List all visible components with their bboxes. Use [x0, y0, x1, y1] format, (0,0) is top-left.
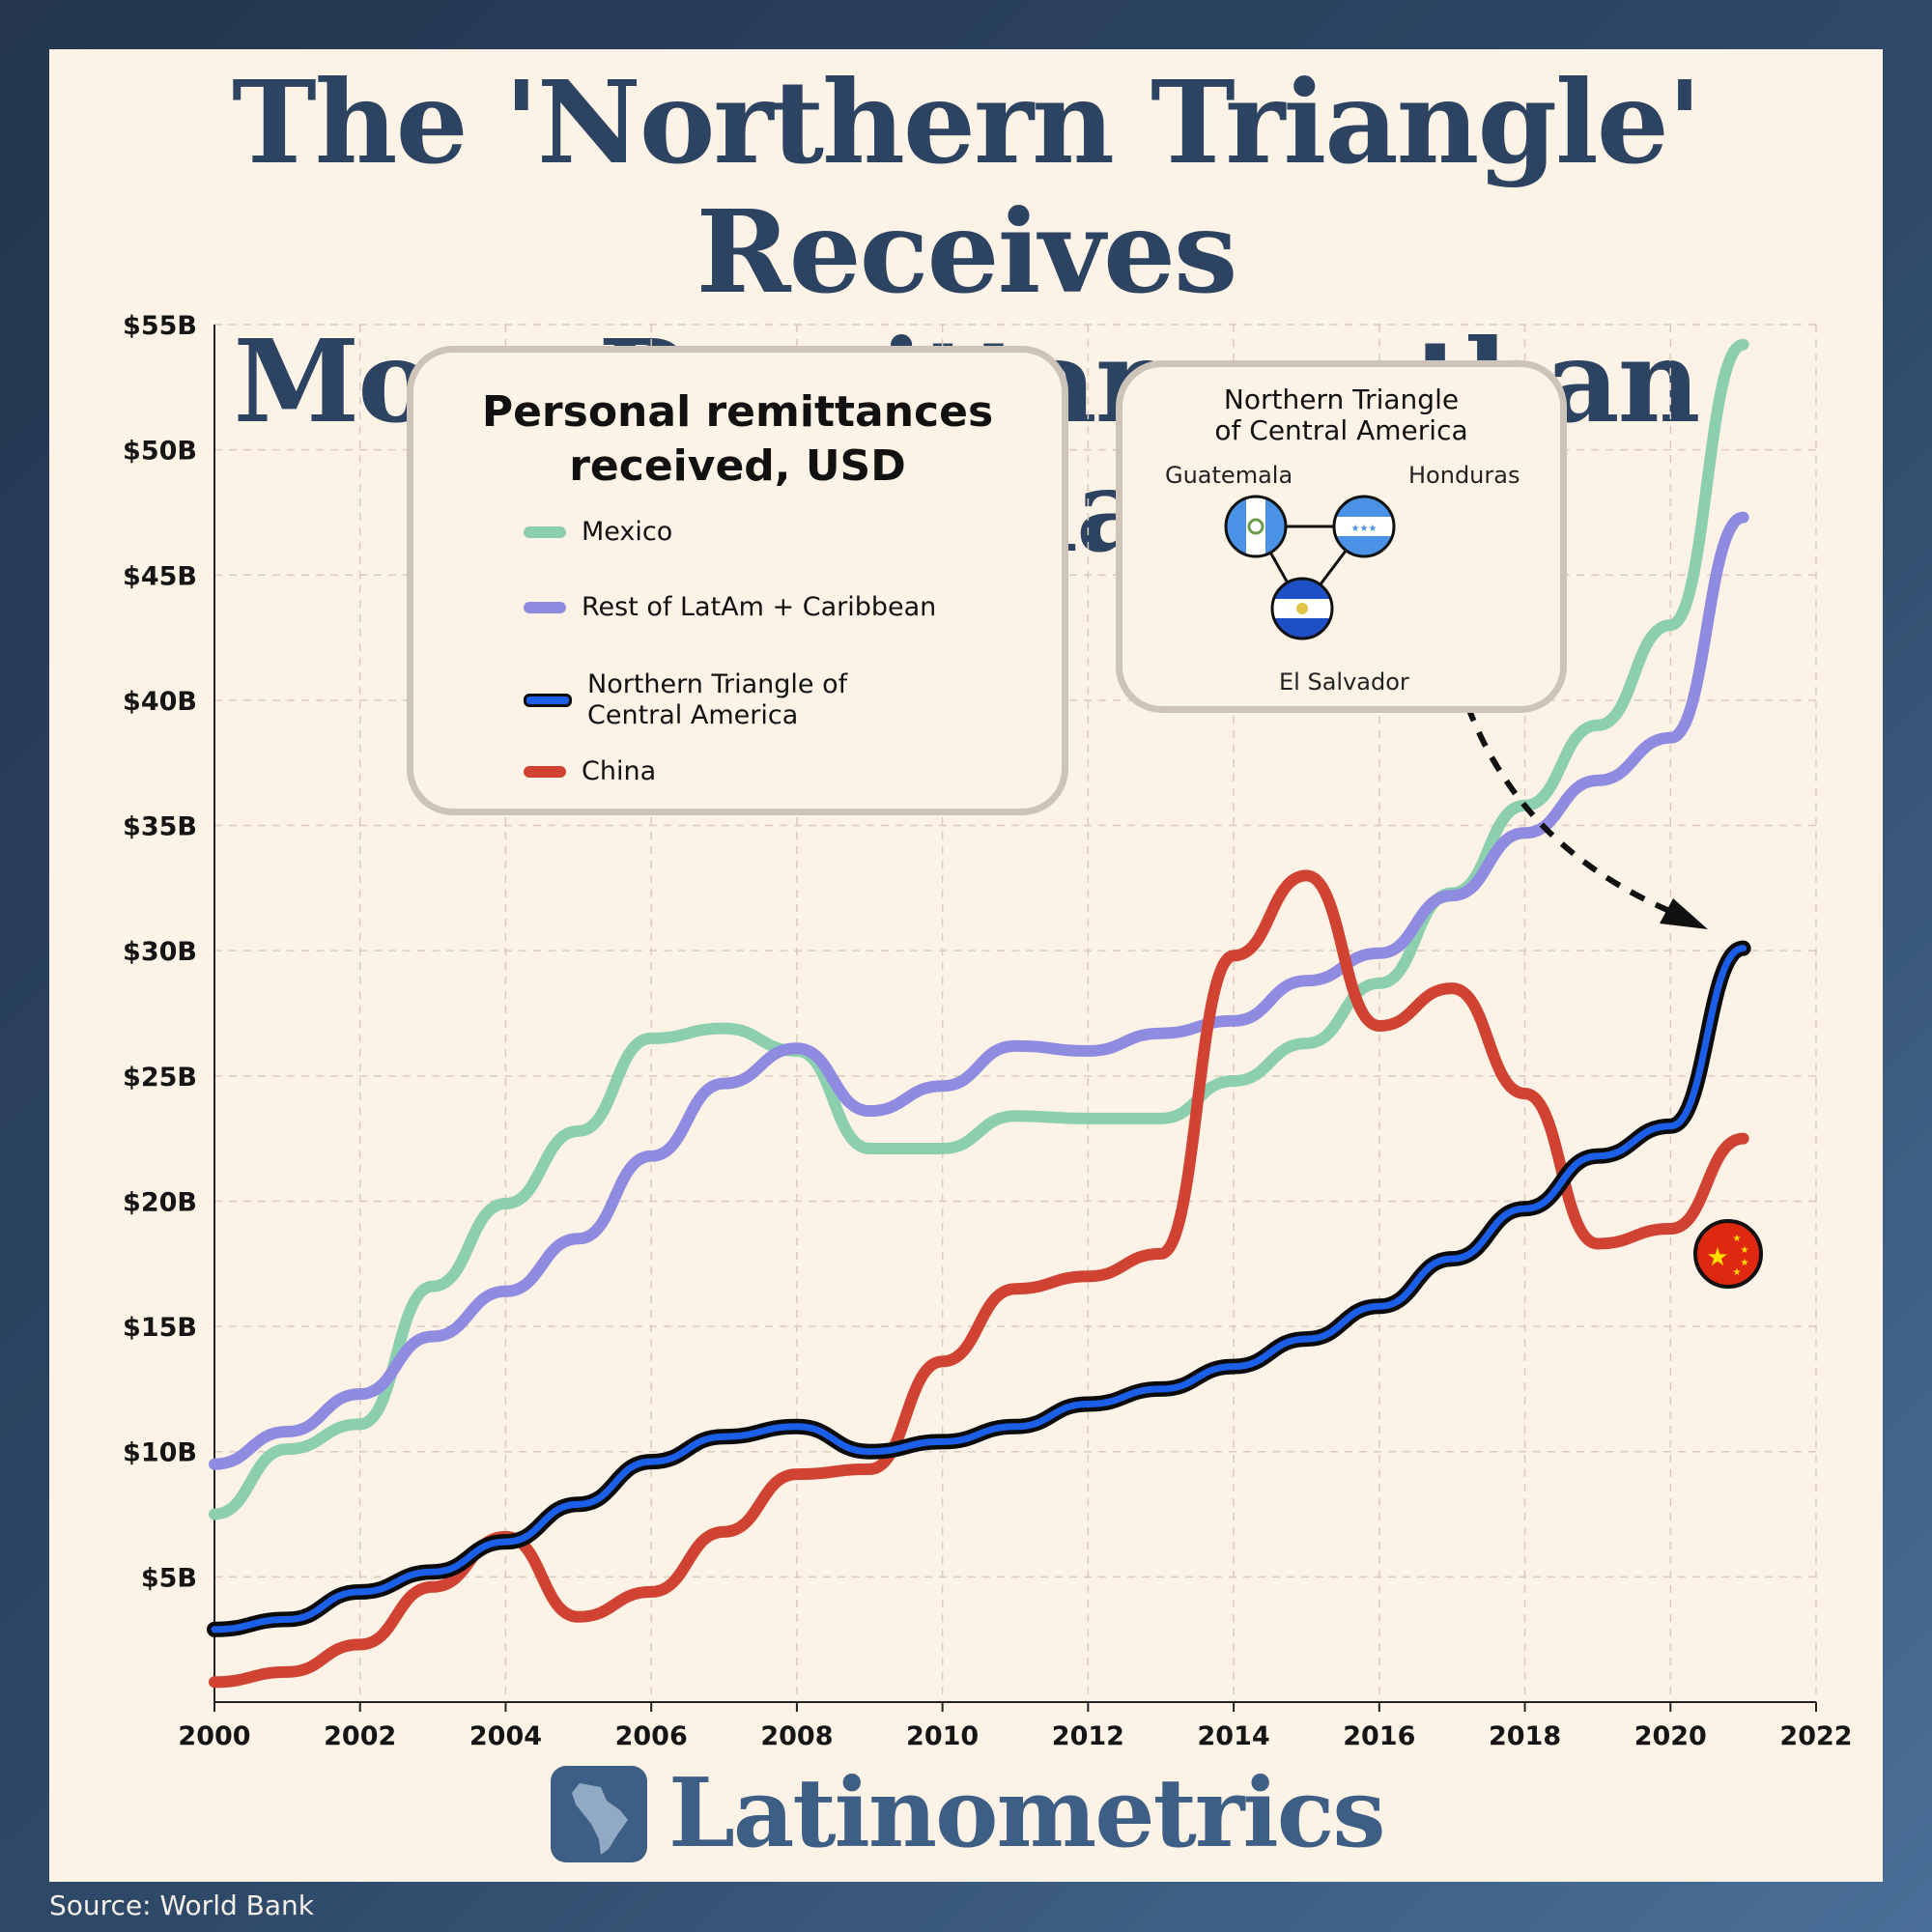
x-tick-label: 2002	[324, 1721, 396, 1751]
legend-item-rest-latam: Rest of LatAm + Caribbean	[524, 592, 936, 623]
axes	[213, 325, 1817, 1712]
y-tick-label: $45B	[123, 561, 197, 591]
legend-label-rest-latam: Rest of LatAm + Caribbean	[582, 592, 937, 622]
annotations: ★★★★★	[1441, 625, 1763, 1289]
legend-item-northern-triangle: Northern Triangle of Central America	[524, 669, 847, 731]
legend-swatch-mexico	[524, 526, 566, 538]
y-tick-label: $20B	[123, 1187, 197, 1217]
svg-text:★: ★	[1741, 1258, 1749, 1268]
inset-title-line-1: Northern Triangle	[1223, 384, 1460, 415]
northern-triangle-of-central-america-line	[211, 945, 1747, 1634]
northern-triangle-inset: Northern Triangle of Central America Gua…	[1116, 360, 1567, 713]
svg-text:★: ★	[1706, 1243, 1728, 1272]
el-salvador-flag-icon	[1270, 577, 1334, 640]
y-tick-label: $40B	[123, 687, 197, 717]
y-tick-label: $30B	[123, 937, 197, 967]
x-tick-label: 2010	[906, 1721, 979, 1751]
callout-arrow-line	[1441, 625, 1688, 921]
y-axis-ticks: $5B $10B $15B $20B $25B $30B $35B $40B $45B $50B $…	[123, 311, 197, 1593]
y-tick-label: $25B	[123, 1063, 197, 1093]
flag-network: ★★★	[1224, 495, 1396, 640]
x-tick-label: 2012	[1052, 1721, 1124, 1751]
x-tick-label: 2018	[1489, 1721, 1561, 1751]
svg-text:★: ★	[1741, 1245, 1749, 1256]
x-tick-label: 2022	[1779, 1721, 1852, 1751]
x-tick-label: 2014	[1198, 1721, 1270, 1751]
honduras-flag-icon: ★★★	[1332, 495, 1396, 558]
legend-title: Personal remittances received, USD	[413, 385, 1062, 494]
country-label-el-salvador: El Salvador	[1279, 668, 1409, 696]
country-label-honduras: Honduras	[1408, 462, 1520, 489]
x-tick-label: 2004	[469, 1721, 542, 1751]
legend-swatch-rest-latam	[524, 602, 566, 613]
y-tick-label: $35B	[123, 812, 197, 842]
legend-swatch-china	[524, 766, 566, 778]
y-tick-label: $5B	[141, 1563, 197, 1593]
svg-text:★: ★	[1733, 1267, 1742, 1278]
latin-america-map-icon	[551, 1766, 647, 1862]
legend-label-northern-triangle: Northern Triangle of Central America	[587, 669, 848, 730]
legend-swatch-northern-triangle	[524, 694, 572, 707]
inset-title: Northern Triangle of Central America	[1122, 384, 1560, 446]
legend-label-mexico: Mexico	[582, 517, 673, 547]
x-tick-label: 2000	[178, 1721, 250, 1751]
legend-label-china: China	[582, 756, 657, 786]
legend-title-line-2: received, USD	[569, 441, 906, 491]
source-note: Source: World Bank	[49, 1889, 314, 1921]
svg-text:★: ★	[1733, 1234, 1742, 1244]
legend-title-line-1: Personal remittances	[481, 387, 994, 437]
brand-logo: Latinometrics	[551, 1758, 1386, 1869]
callout-arrow-head-icon	[1660, 898, 1708, 929]
y-tick-label: $55B	[123, 311, 197, 341]
legend-item-mexico: Mexico	[524, 517, 672, 548]
x-tick-label: 2008	[760, 1721, 833, 1751]
y-tick-label: $10B	[123, 1438, 197, 1468]
svg-text:★★★: ★★★	[1351, 524, 1378, 534]
mexico-line	[209, 338, 1749, 1520]
rest-of-latam-caribbean-line	[209, 511, 1749, 1470]
inset-title-line-2: of Central America	[1214, 414, 1468, 446]
country-label-guatemala: Guatemala	[1165, 462, 1293, 489]
x-tick-label: 2020	[1634, 1721, 1707, 1751]
guatemala-flag-icon	[1224, 495, 1288, 558]
x-tick-label: 2006	[615, 1721, 688, 1751]
x-tick-label: 2016	[1343, 1721, 1415, 1751]
china-flag-icon: ★★★★★	[1693, 1219, 1763, 1289]
legend-box: Personal remittances received, USD Mexic…	[407, 346, 1068, 815]
x-axis-ticks: 2000 2002 2004 2006 2008 2010 2012 2014 2016 2018…	[178, 1721, 1852, 1751]
legend-item-china: China	[524, 756, 656, 787]
series-lines	[207, 338, 1751, 1689]
brand-name: Latinometrics	[668, 1758, 1386, 1869]
title-line-1: The 'Northern Triangle' Receives	[231, 55, 1702, 319]
y-tick-label: $50B	[123, 437, 197, 467]
y-tick-label: $15B	[123, 1313, 197, 1343]
